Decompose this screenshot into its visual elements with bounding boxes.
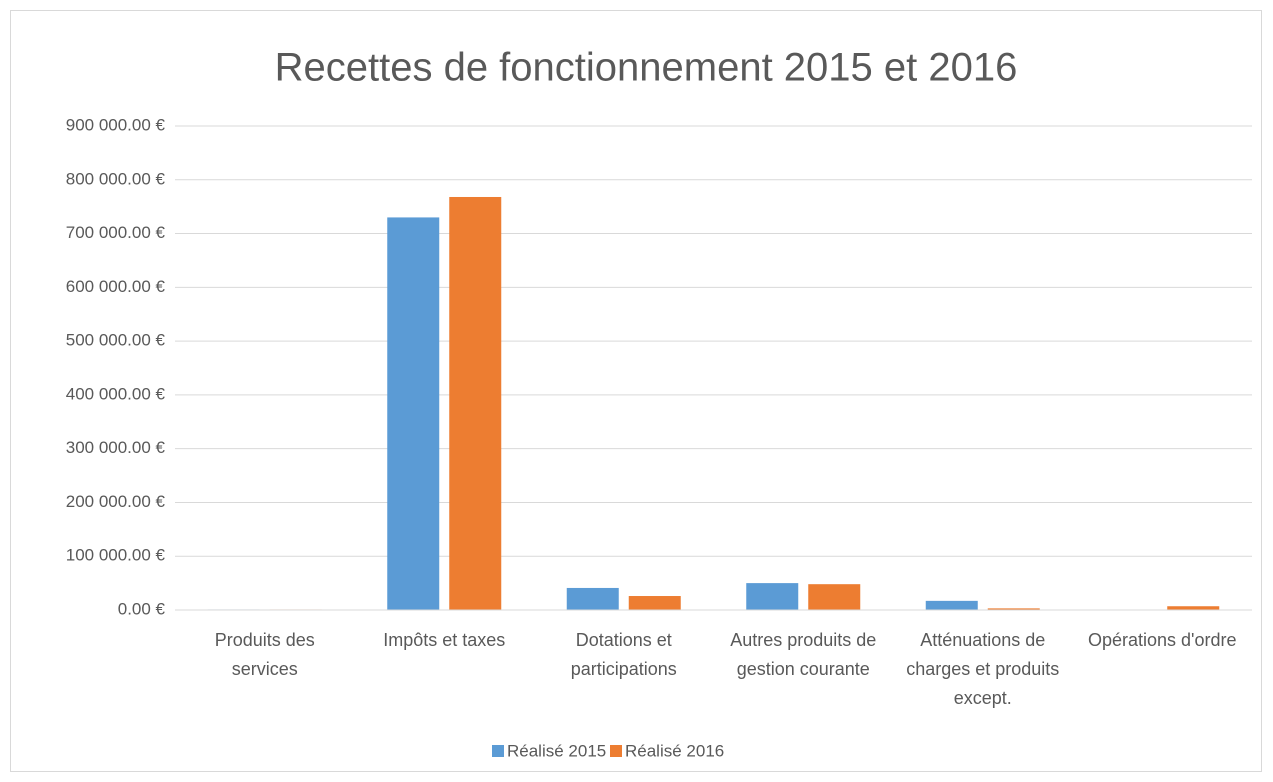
x-tick-label: Produits des services: [214, 630, 315, 679]
bar: [1167, 606, 1220, 610]
y-tick-label: 800 000.00 €: [66, 169, 166, 188]
chart-title: Recettes de fonctionnement 2015 et 2016: [275, 46, 1018, 90]
bar: [566, 587, 619, 610]
y-tick-label: 600 000.00 €: [66, 277, 166, 296]
x-tick-label: Opérations d'ordre: [1087, 630, 1237, 650]
chart-frame: [10, 10, 1262, 772]
x-tick-label: Impôts et taxes: [383, 630, 506, 650]
y-tick-label: 100 000.00 €: [66, 546, 166, 565]
y-tick-label: 300 000.00 €: [66, 438, 166, 457]
legend-label: Réalisé 2016: [625, 741, 724, 760]
x-tick-label: Autres produits de gestion courante: [730, 630, 877, 679]
y-tick-label: 400 000.00 €: [66, 384, 166, 403]
legend-swatch: [610, 745, 622, 757]
x-tick-label: Atténuations de charges et produits exce…: [906, 630, 1060, 708]
bar: [746, 583, 799, 610]
y-tick-label: 200 000.00 €: [66, 492, 166, 511]
bar: [387, 217, 440, 610]
bar: [808, 584, 861, 610]
y-tick-label: 500 000.00 €: [66, 331, 166, 350]
bar: [628, 596, 681, 610]
bar: [449, 196, 502, 610]
legend-swatch: [492, 745, 504, 757]
bar: [987, 608, 1040, 610]
x-tick-label: Dotations et participations: [570, 630, 677, 679]
y-tick-label: 900 000.00 €: [66, 115, 166, 134]
y-tick-label: 700 000.00 €: [66, 223, 166, 242]
y-tick-label: 0.00 €: [118, 599, 166, 618]
bar: [925, 600, 978, 610]
legend-label: Réalisé 2015: [507, 741, 606, 760]
